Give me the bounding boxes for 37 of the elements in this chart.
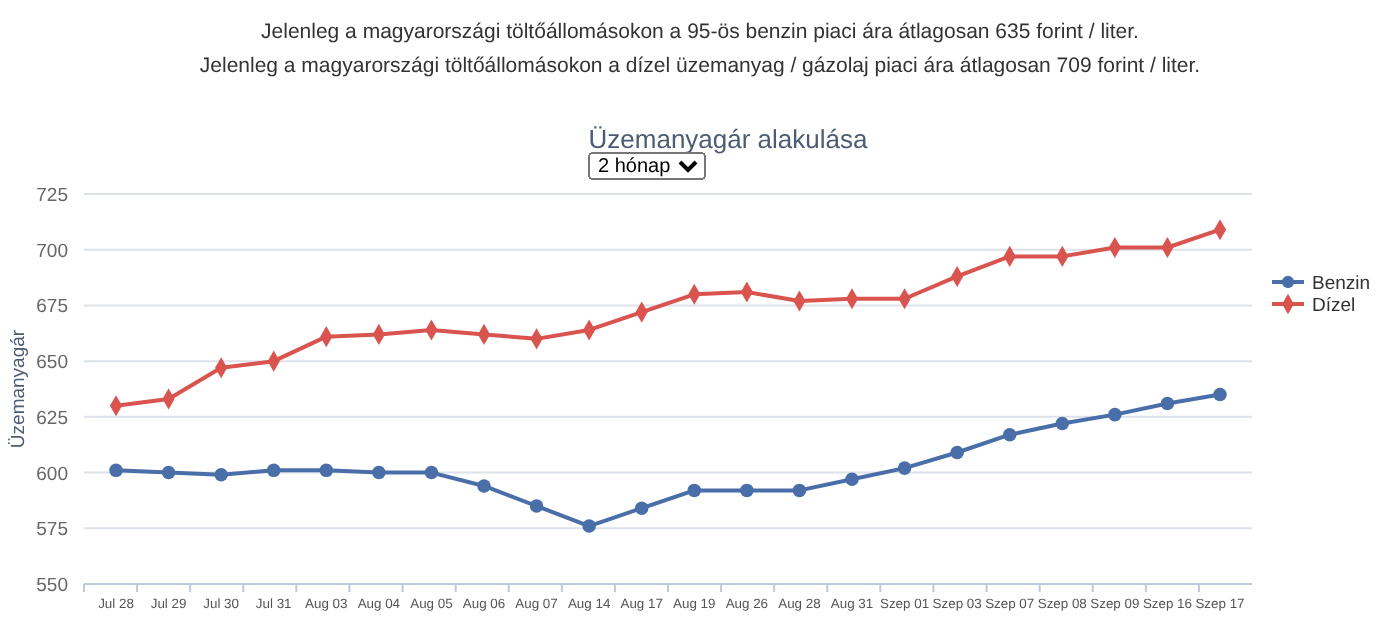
point xyxy=(687,483,702,498)
point xyxy=(1213,387,1227,402)
text: Jelenleg a magyarországi töltőállomásokon a 95-ös benzin piaci ára átlagosan 635 forint / liter. xyxy=(261,20,1139,44)
text: Jelenleg a magyarországi töltőállomásokon a dízel üzemanyag / gázolaj piaci ára átlagosan 709 forint / liter. xyxy=(199,54,1201,78)
period-dropdown: 2 hónap xyxy=(588,152,706,180)
point xyxy=(214,468,228,482)
point xyxy=(477,479,491,493)
legend-label: Dízel xyxy=(1312,295,1356,317)
point xyxy=(582,519,596,533)
y-tick-label: 600 xyxy=(36,463,68,486)
y-tick-label: 550 xyxy=(36,575,68,597)
y-tick-label: 725 xyxy=(36,185,68,207)
point xyxy=(792,483,807,498)
point xyxy=(740,483,754,498)
y-tick-label: 675 xyxy=(36,296,68,319)
y-tick-label: 625 xyxy=(36,407,68,430)
point xyxy=(372,465,386,480)
legend-label: Benzin xyxy=(1312,273,1371,295)
point xyxy=(1002,427,1017,442)
point xyxy=(1160,396,1175,411)
point xyxy=(161,465,176,480)
point xyxy=(1055,416,1070,431)
y-tick-label: 700 xyxy=(36,240,68,263)
point xyxy=(266,463,281,478)
y-axis-title: Üzemanyagár xyxy=(8,329,30,449)
point xyxy=(950,445,964,460)
y-tick-label: 650 xyxy=(36,352,68,375)
point xyxy=(529,499,544,513)
point xyxy=(845,472,859,487)
point xyxy=(424,465,439,480)
y-tick-label: 575 xyxy=(36,519,68,542)
chart-title: Üzemanyagár alakulása xyxy=(588,124,869,154)
point xyxy=(1108,407,1122,422)
point xyxy=(319,463,334,478)
point xyxy=(634,501,649,515)
point xyxy=(897,461,912,475)
point xyxy=(109,463,123,478)
